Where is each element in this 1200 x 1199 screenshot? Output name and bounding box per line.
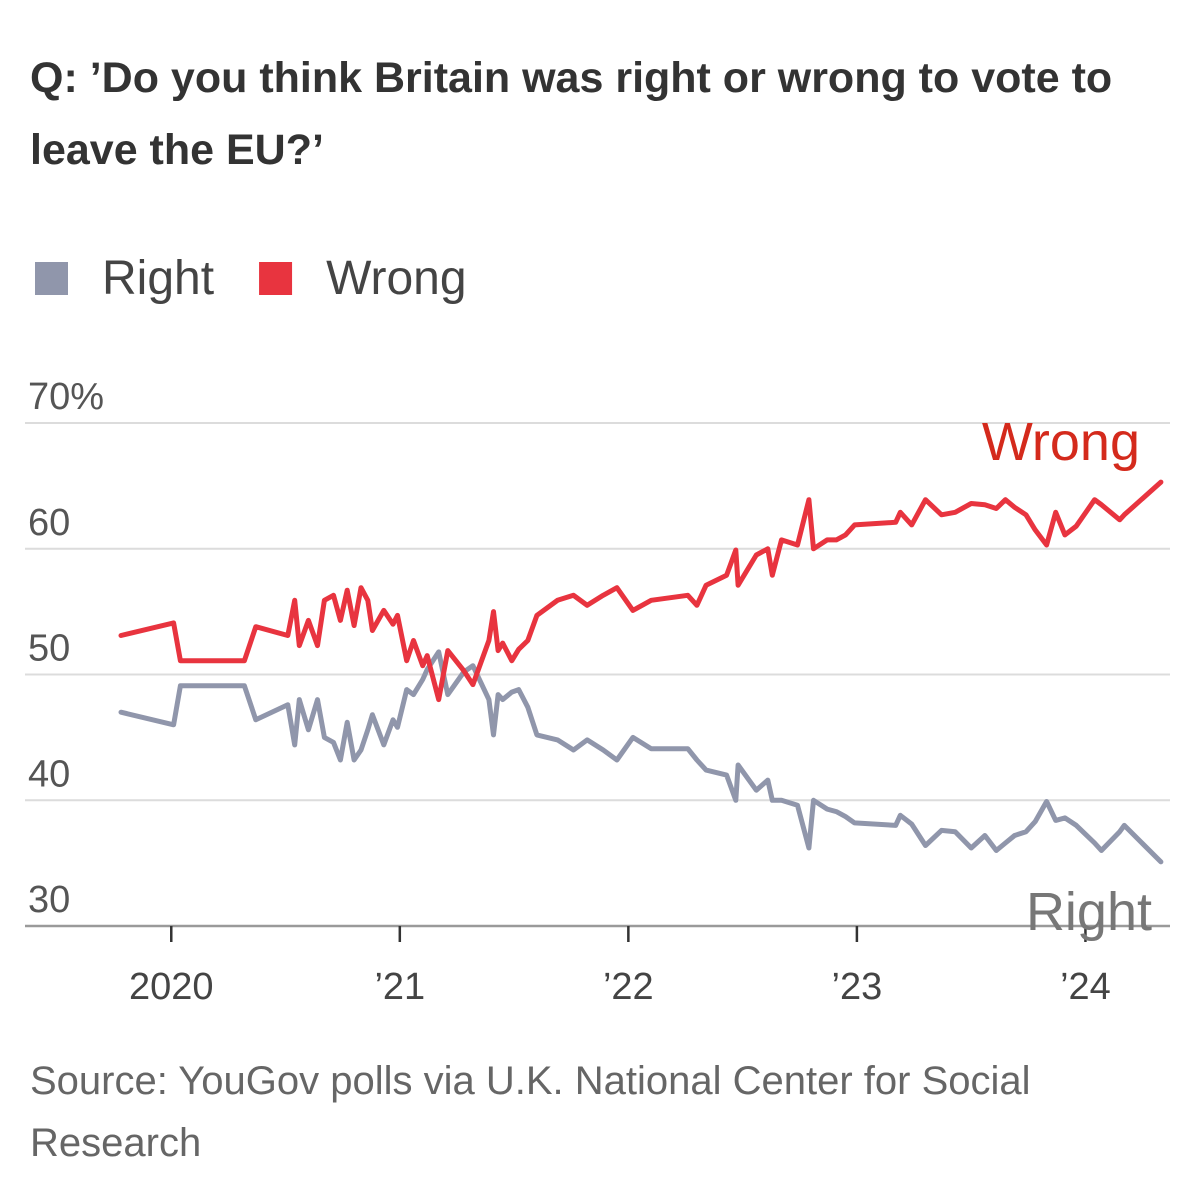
x-tick-label: ’22: [603, 966, 654, 1008]
legend-swatch: [35, 262, 68, 295]
series-annotation: Wrong: [982, 412, 1140, 472]
y-tick-label: 40: [28, 753, 70, 795]
series-annotation: Right: [1026, 882, 1152, 942]
x-tick-label: ’23: [832, 966, 883, 1008]
series-line: [118, 479, 1164, 703]
y-tick-label: 50: [28, 628, 70, 670]
x-tick-label: ’24: [1060, 966, 1111, 1008]
x-tick-label: 2020: [129, 966, 214, 1008]
x-tick-label: ’21: [374, 966, 425, 1008]
y-tick-label: 70%: [28, 376, 104, 418]
legend-label: Wrong: [326, 252, 467, 305]
source-note: Source: YouGov polls via U.K. National C…: [30, 1059, 1031, 1165]
legend-swatch: [259, 262, 293, 295]
y-tick-label: 30: [28, 879, 70, 921]
legend-label: Right: [102, 252, 214, 305]
chart-title: Q: ’Do you think Britain was right or wr…: [30, 54, 1113, 174]
series-line: [118, 649, 1164, 865]
y-tick-label: 60: [28, 502, 70, 544]
